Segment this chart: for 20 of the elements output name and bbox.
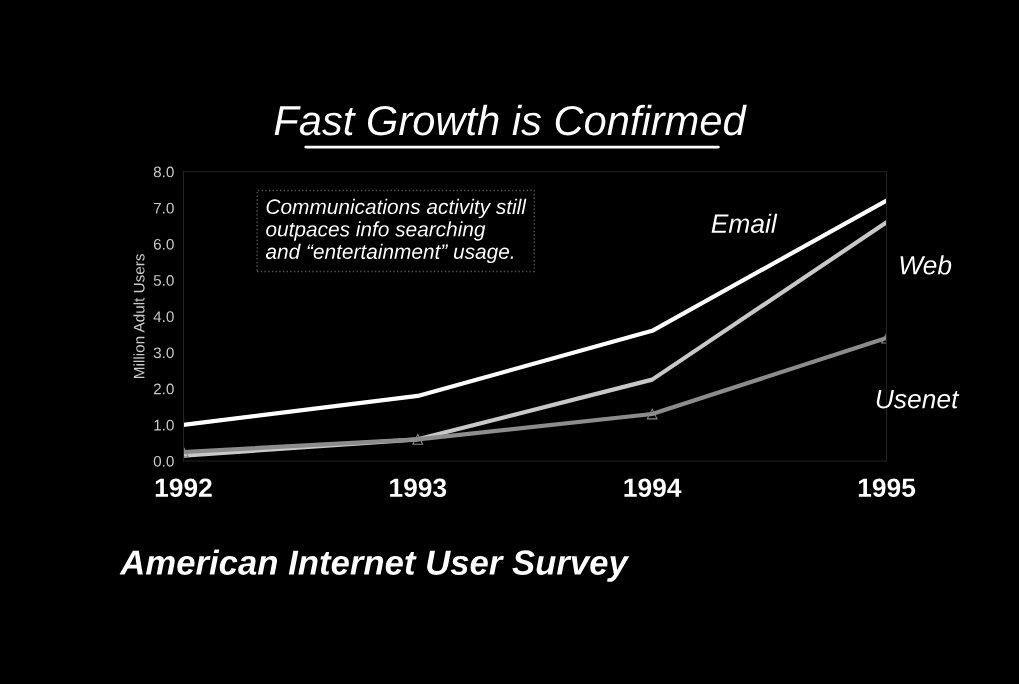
y-tick-label: 0.0 bbox=[153, 455, 174, 467]
y-tick-label: 7.0 bbox=[153, 202, 174, 214]
y-tick-label: 6.0 bbox=[153, 238, 174, 250]
y-tick-label: 5.0 bbox=[153, 275, 174, 286]
y-axis-title: Million Adult Users bbox=[133, 254, 145, 378]
x-tick-label: 1992 bbox=[155, 478, 212, 498]
chart-title: Fast Growth is Confirmed bbox=[274, 104, 747, 136]
annotation: Communications activity still outpaces info searching and “entertainment” usage. bbox=[265, 198, 527, 264]
series-label: Web bbox=[900, 255, 952, 275]
text: American Internet User Survey bbox=[119, 549, 630, 582]
series-label: Usenet bbox=[876, 390, 960, 409]
y-tick-label: 3.0 bbox=[153, 347, 174, 359]
y-tick-label: 1.0 bbox=[154, 419, 174, 431]
y-tick-label: 8.0 bbox=[153, 166, 174, 178]
x-tick-label: 1994 bbox=[624, 478, 682, 498]
x-tick-label: 1993 bbox=[390, 478, 447, 498]
y-tick-label: 2.0 bbox=[153, 383, 174, 395]
series-label: Email bbox=[711, 213, 778, 234]
y-tick-label: 4.0 bbox=[153, 311, 174, 323]
x-tick-label: 1995 bbox=[858, 478, 916, 498]
